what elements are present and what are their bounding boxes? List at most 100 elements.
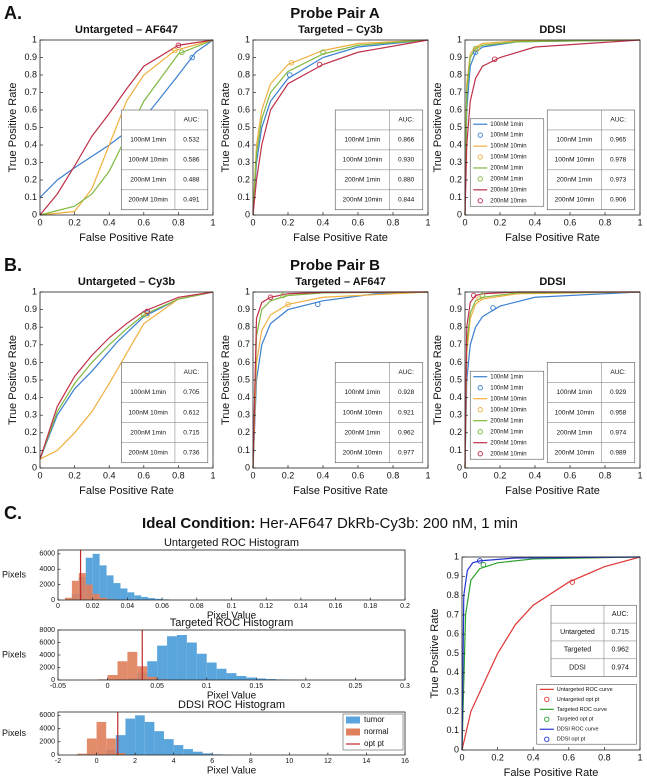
roc-curve bbox=[252, 39, 429, 216]
table-value: 0.962 bbox=[611, 647, 629, 654]
legend-marker bbox=[477, 154, 483, 160]
y-tick-label: 0 bbox=[32, 462, 37, 472]
title-bold: Ideal Condition: bbox=[142, 515, 255, 532]
y-tick-label: 0.4 bbox=[449, 139, 462, 149]
y-tick-label: 6000 bbox=[39, 551, 55, 558]
y-tick-label: 0.2 bbox=[449, 174, 462, 184]
histogram-bar bbox=[78, 573, 86, 600]
histogram-bar bbox=[127, 651, 138, 680]
roc-curve bbox=[461, 556, 641, 751]
x-tick-label: 0.2 bbox=[282, 217, 295, 227]
y-tick-label: 0.4 bbox=[24, 392, 37, 402]
histogram-bar bbox=[135, 715, 145, 755]
y-tick-label: 0 bbox=[245, 462, 250, 472]
x-tick-label: 0.06 bbox=[155, 603, 169, 610]
opt-point bbox=[472, 46, 479, 52]
histogram-bar bbox=[64, 597, 72, 600]
table-value: 0.974 bbox=[611, 665, 629, 672]
table-value: 0.977 bbox=[398, 449, 415, 456]
x-tick-label: -0.05 bbox=[50, 683, 66, 690]
y-tick-label: 0.6 bbox=[237, 104, 250, 114]
table-value: 0.906 bbox=[610, 196, 627, 203]
table-header: AUC: bbox=[398, 117, 414, 124]
histogram-bar bbox=[256, 678, 267, 680]
roc-curve bbox=[461, 556, 641, 751]
histogram-bar bbox=[99, 597, 107, 600]
histogram-bar bbox=[125, 718, 136, 755]
auc-table bbox=[334, 109, 424, 211]
y-tick-label: 0 bbox=[51, 677, 55, 684]
y-tick-label: 0.7 bbox=[24, 339, 37, 349]
histogram-bar bbox=[115, 735, 126, 755]
legend-marker bbox=[544, 716, 550, 722]
y-tick-label: 0 bbox=[454, 744, 459, 754]
opt-point bbox=[144, 308, 151, 315]
opt-point bbox=[280, 292, 286, 299]
y-tick-label: 0 bbox=[51, 752, 55, 759]
y-tick-label: 0.5 bbox=[24, 122, 37, 132]
y-tick-label: 0.4 bbox=[449, 392, 462, 402]
x-tick-label: 0.4 bbox=[103, 217, 116, 227]
table-value: 0.978 bbox=[610, 157, 627, 164]
table-value: 0.844 bbox=[398, 196, 415, 203]
opt-point bbox=[569, 579, 576, 585]
table-label: 100nM 1min bbox=[344, 137, 380, 144]
table-value: 0.488 bbox=[183, 177, 200, 184]
y-tick-label: 0.8 bbox=[24, 322, 37, 332]
legend-label: 200nM 10min bbox=[490, 451, 526, 457]
y-tick-label: 0.8 bbox=[446, 590, 459, 600]
chart-title: Targeted – AF647 bbox=[295, 276, 385, 288]
histogram-bar bbox=[106, 738, 116, 755]
opt-point bbox=[476, 296, 482, 302]
x-tick-label: 1 bbox=[210, 217, 215, 227]
panel-title: Ideal Condition: Her-AF647 DkRb-Cy3b: 20… bbox=[142, 515, 518, 532]
histogram-bar bbox=[246, 677, 257, 680]
x-tick-label: 0.6 bbox=[352, 470, 365, 480]
y-tick-label: 0.4 bbox=[237, 139, 250, 149]
y-tick-label: 0.2 bbox=[446, 706, 459, 716]
legend-label: normal bbox=[364, 727, 389, 736]
y-tick-label: 0.1 bbox=[449, 192, 462, 202]
legend-marker bbox=[477, 176, 483, 182]
table-label: 200nM 10min bbox=[343, 196, 383, 203]
opt-point bbox=[189, 54, 195, 61]
histogram-bar bbox=[236, 675, 247, 680]
histogram-bar bbox=[157, 645, 168, 680]
x-tick-label: 0 bbox=[462, 217, 467, 227]
table-value: 0.958 bbox=[610, 409, 627, 416]
x-tick-label: 0 bbox=[459, 752, 464, 762]
y-tick-label: 0.8 bbox=[237, 322, 250, 332]
histogram-bar bbox=[120, 588, 128, 600]
plot-area bbox=[58, 630, 405, 680]
histogram-bar bbox=[85, 557, 93, 600]
histogram-bar bbox=[106, 575, 114, 600]
y-tick-label: 0.1 bbox=[446, 725, 459, 735]
y-tick-label: 0.2 bbox=[449, 427, 462, 437]
y-tick-label: 0.1 bbox=[449, 445, 462, 455]
y-tick-label: 2000 bbox=[39, 664, 55, 671]
table-header: AUC: bbox=[612, 611, 629, 618]
legend-marker bbox=[544, 696, 550, 702]
x-tick-label: 6 bbox=[210, 758, 214, 765]
y-tick-label: 0.2 bbox=[24, 427, 37, 437]
x-tick-label: 0.2 bbox=[491, 752, 504, 762]
x-tick-label: 14 bbox=[363, 758, 371, 765]
table-value: 0.965 bbox=[610, 137, 627, 144]
x-tick-label: 0.4 bbox=[529, 470, 542, 480]
opt-point bbox=[267, 294, 274, 301]
table-header: AUC: bbox=[610, 117, 626, 124]
panel-title: Probe Pair A bbox=[290, 5, 380, 22]
y-tick-label: 0.9 bbox=[24, 304, 37, 314]
opt-point bbox=[141, 312, 147, 318]
histogram-bar bbox=[266, 679, 277, 680]
legend-label: 200nM 10min bbox=[490, 440, 526, 446]
opt-point bbox=[179, 49, 185, 56]
x-tick-label: 0 bbox=[37, 217, 42, 227]
histogram-bar bbox=[164, 739, 174, 755]
x-tick-label: 0.8 bbox=[172, 470, 185, 480]
legend-label: 200nM 1min bbox=[490, 429, 523, 435]
legend-swatch bbox=[346, 716, 360, 724]
histogram-bar bbox=[206, 662, 217, 680]
legend-label: 200nM 1min bbox=[490, 166, 523, 172]
